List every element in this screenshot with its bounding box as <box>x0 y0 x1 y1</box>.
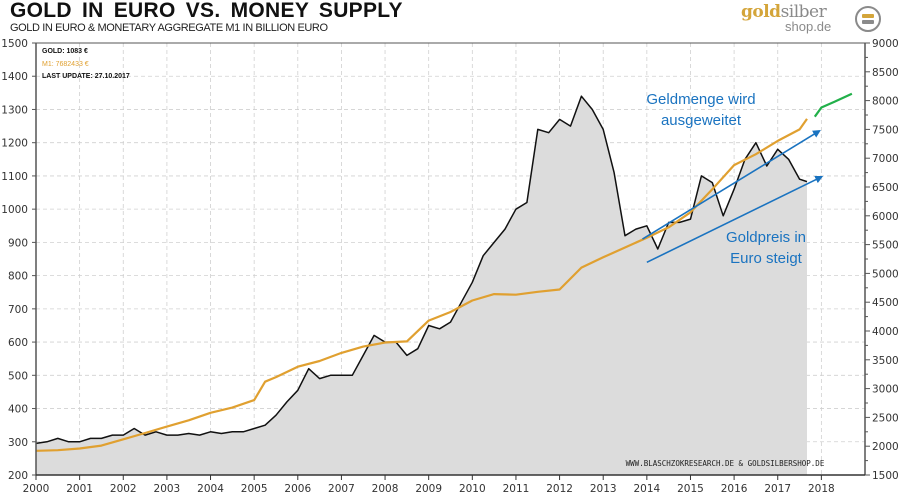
left-tick-label: 900 <box>8 237 28 249</box>
right-tick-label: 5500 <box>872 240 899 252</box>
info-box: GOLD: 1083 € M1: 7682433 € LAST UPDATE: … <box>42 46 130 84</box>
left-tick-label: 300 <box>8 437 28 449</box>
annotations: Geldmenge wird ausgeweitet Goldpreis in Eur… <box>626 91 825 468</box>
m1-projection-line <box>813 92 853 118</box>
left-tick-label: 1100 <box>1 171 28 183</box>
gold-area-layer <box>36 96 807 475</box>
gold-area-fill <box>36 96 807 475</box>
annotation-label-gold-price-line: Euro steigt <box>730 250 803 267</box>
right-tick-label: 6500 <box>872 182 899 194</box>
annotation-label-money-supply-line: Geldmenge wird <box>646 91 755 108</box>
annotation-label-money-supply-line: ausgeweitet <box>661 112 742 129</box>
logo-wordmark: goldsilber <box>741 2 827 22</box>
x-tick-label: 2001 <box>66 483 93 495</box>
left-tick-label: 400 <box>8 404 28 416</box>
m1-line <box>35 118 808 452</box>
watermark-text: WWW.BLASCHZOKRESEARCH.DE & GOLDSILBERSHO… <box>626 459 825 468</box>
right-tick-label: 2500 <box>872 412 899 424</box>
annotation-label-money-supply: Geldmenge wird ausgeweitet <box>646 91 755 129</box>
left-tick-label: 200 <box>8 470 28 482</box>
left-tick-label: 600 <box>8 337 28 349</box>
x-tick-label: 2008 <box>372 483 399 495</box>
logo-word-shop: shop.de <box>785 19 832 34</box>
left-tick-label: 1300 <box>1 104 28 116</box>
right-tick-label: 5000 <box>872 268 899 280</box>
right-tick-label: 4500 <box>872 297 899 309</box>
right-tick-label: 3500 <box>872 355 899 367</box>
x-tick-label: 2006 <box>284 483 311 495</box>
x-tick-label: 2015 <box>677 483 704 495</box>
goldsilber-logo: goldsilber shop.de <box>741 2 891 38</box>
logo-word-silber: silber <box>780 2 827 22</box>
annotation-label-gold-price-line: Goldpreis in <box>726 229 806 246</box>
x-tick-label: 2012 <box>546 483 573 495</box>
x-tick-label: 2005 <box>241 483 268 495</box>
x-tick-label: 2002 <box>110 483 137 495</box>
x-tick-label: 2003 <box>154 483 181 495</box>
chart-subtitle: GOLD IN EURO & MONETARY AGGREGATE M1 IN … <box>10 22 328 34</box>
right-tick-label: 3000 <box>872 384 899 396</box>
x-tick-label: 2013 <box>590 483 617 495</box>
x-tick-label: 2011 <box>503 483 530 495</box>
right-tick-label: 6000 <box>872 211 899 223</box>
x-tick-label: 2010 <box>459 483 486 495</box>
coin-silver-bar-icon <box>862 20 874 24</box>
left-tick-label: 800 <box>8 271 28 283</box>
x-tick-label: 2018 <box>808 483 835 495</box>
x-tick-label: 2009 <box>415 483 442 495</box>
left-tick-label: 1000 <box>1 204 28 216</box>
x-tick-label: 2000 <box>23 483 50 495</box>
chart-title: GOLD IN EURO VS. MONEY SUPPLY <box>10 0 403 22</box>
coin-icon <box>855 6 881 32</box>
right-tick-label: 1500 <box>872 470 899 482</box>
gold-price-line <box>35 95 808 445</box>
right-tick-label: 8500 <box>872 67 899 79</box>
annotation-label-gold-price: Goldpreis in Euro steigt <box>726 229 806 267</box>
right-tick-label: 2000 <box>872 441 899 453</box>
right-tick-label: 4000 <box>872 326 899 338</box>
series-lines <box>35 92 853 452</box>
x-tick-label: 2017 <box>764 483 791 495</box>
left-tick-label: 1500 <box>1 38 28 50</box>
m1-current-value: M1: 7682433 € <box>42 60 89 68</box>
logo-word-gold: gold <box>741 2 781 22</box>
right-tick-label: 7500 <box>872 124 899 136</box>
annotation-arrow-2 <box>646 175 824 264</box>
right-tick-label: 9000 <box>872 38 899 50</box>
x-tick-label: 2016 <box>721 483 748 495</box>
right-tick-label: 7000 <box>872 153 899 165</box>
coin-gold-bar-icon <box>862 14 874 18</box>
left-tick-label: 1400 <box>1 71 28 83</box>
x-tick-label: 2004 <box>197 483 224 495</box>
gold-current-value: GOLD: 1083 € <box>42 48 88 55</box>
x-tick-label: 2014 <box>633 483 660 495</box>
x-tick-label: 2007 <box>328 483 355 495</box>
annotation-arrow-1 <box>642 130 821 240</box>
left-tick-label: 500 <box>8 370 28 382</box>
last-update: LAST UPDATE: 27.10.2017 <box>42 73 130 80</box>
axes: 200 300 400 500 600 700 800 900 1000 1100 1200 1300… <box>1 38 898 495</box>
left-tick-label: 700 <box>8 304 28 316</box>
left-tick-label: 1200 <box>1 138 28 150</box>
right-tick-label: 8000 <box>872 96 899 108</box>
